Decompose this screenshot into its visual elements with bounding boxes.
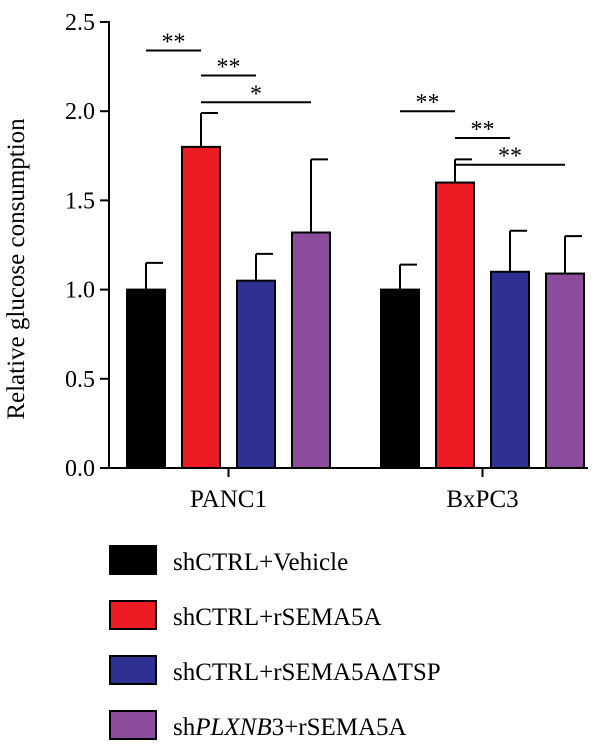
y-tick-label: 1.0 <box>65 278 95 304</box>
y-tick-label: 1.5 <box>65 188 95 214</box>
legend-label: shCTRL+rSEMA5AΔTSP <box>173 659 441 686</box>
legend-swatch <box>109 710 157 740</box>
bar <box>236 279 276 469</box>
legend-label-prefix: sh <box>173 714 196 741</box>
y-tick-label: 0.5 <box>65 367 95 393</box>
y-tick-label: 2.0 <box>65 99 95 125</box>
bar <box>126 288 166 469</box>
legend-label: shPLXNB3+rSEMA5A <box>173 714 407 741</box>
legend-swatch <box>109 600 157 630</box>
bar <box>435 181 475 469</box>
legend: shCTRL+Vehicle shCTRL+rSEMA5A shCTRL+rSEMA… <box>109 545 441 741</box>
bar <box>380 288 420 469</box>
significance-annotations: ***** ****** <box>146 30 565 170</box>
significance-label: * <box>250 81 262 107</box>
significance-label: ** <box>162 30 186 56</box>
category-label-bxpc3: BxPC3 <box>446 486 518 513</box>
legend-swatch <box>109 545 157 575</box>
bar <box>181 145 221 469</box>
y-tick-label: 0.0 <box>65 456 95 482</box>
bars <box>126 111 585 470</box>
bar <box>490 270 530 470</box>
category-label-panc1: PANC1 <box>190 486 267 513</box>
significance-label: ** <box>498 144 522 170</box>
y-axis-title: Relative glucose consumption <box>3 118 30 420</box>
bar <box>545 272 585 469</box>
legend-label-suffix: 3+rSEMA5A <box>272 714 407 741</box>
legend-swatch <box>109 655 157 685</box>
bar <box>291 231 331 469</box>
legend-label: shCTRL+rSEMA5A <box>173 604 382 631</box>
y-tick-label: 2.5 <box>65 10 95 36</box>
y-axis: 0.0 0.5 1.0 1.5 2.0 2.5 <box>65 10 110 482</box>
significance-label: ** <box>471 117 495 143</box>
x-axis: PANC1 BxPC3 <box>109 467 588 513</box>
significance-label: ** <box>416 90 440 116</box>
legend-label-gene: PLXNB <box>194 714 271 741</box>
significance-label: ** <box>217 55 241 81</box>
legend-label: shCTRL+Vehicle <box>173 549 348 576</box>
